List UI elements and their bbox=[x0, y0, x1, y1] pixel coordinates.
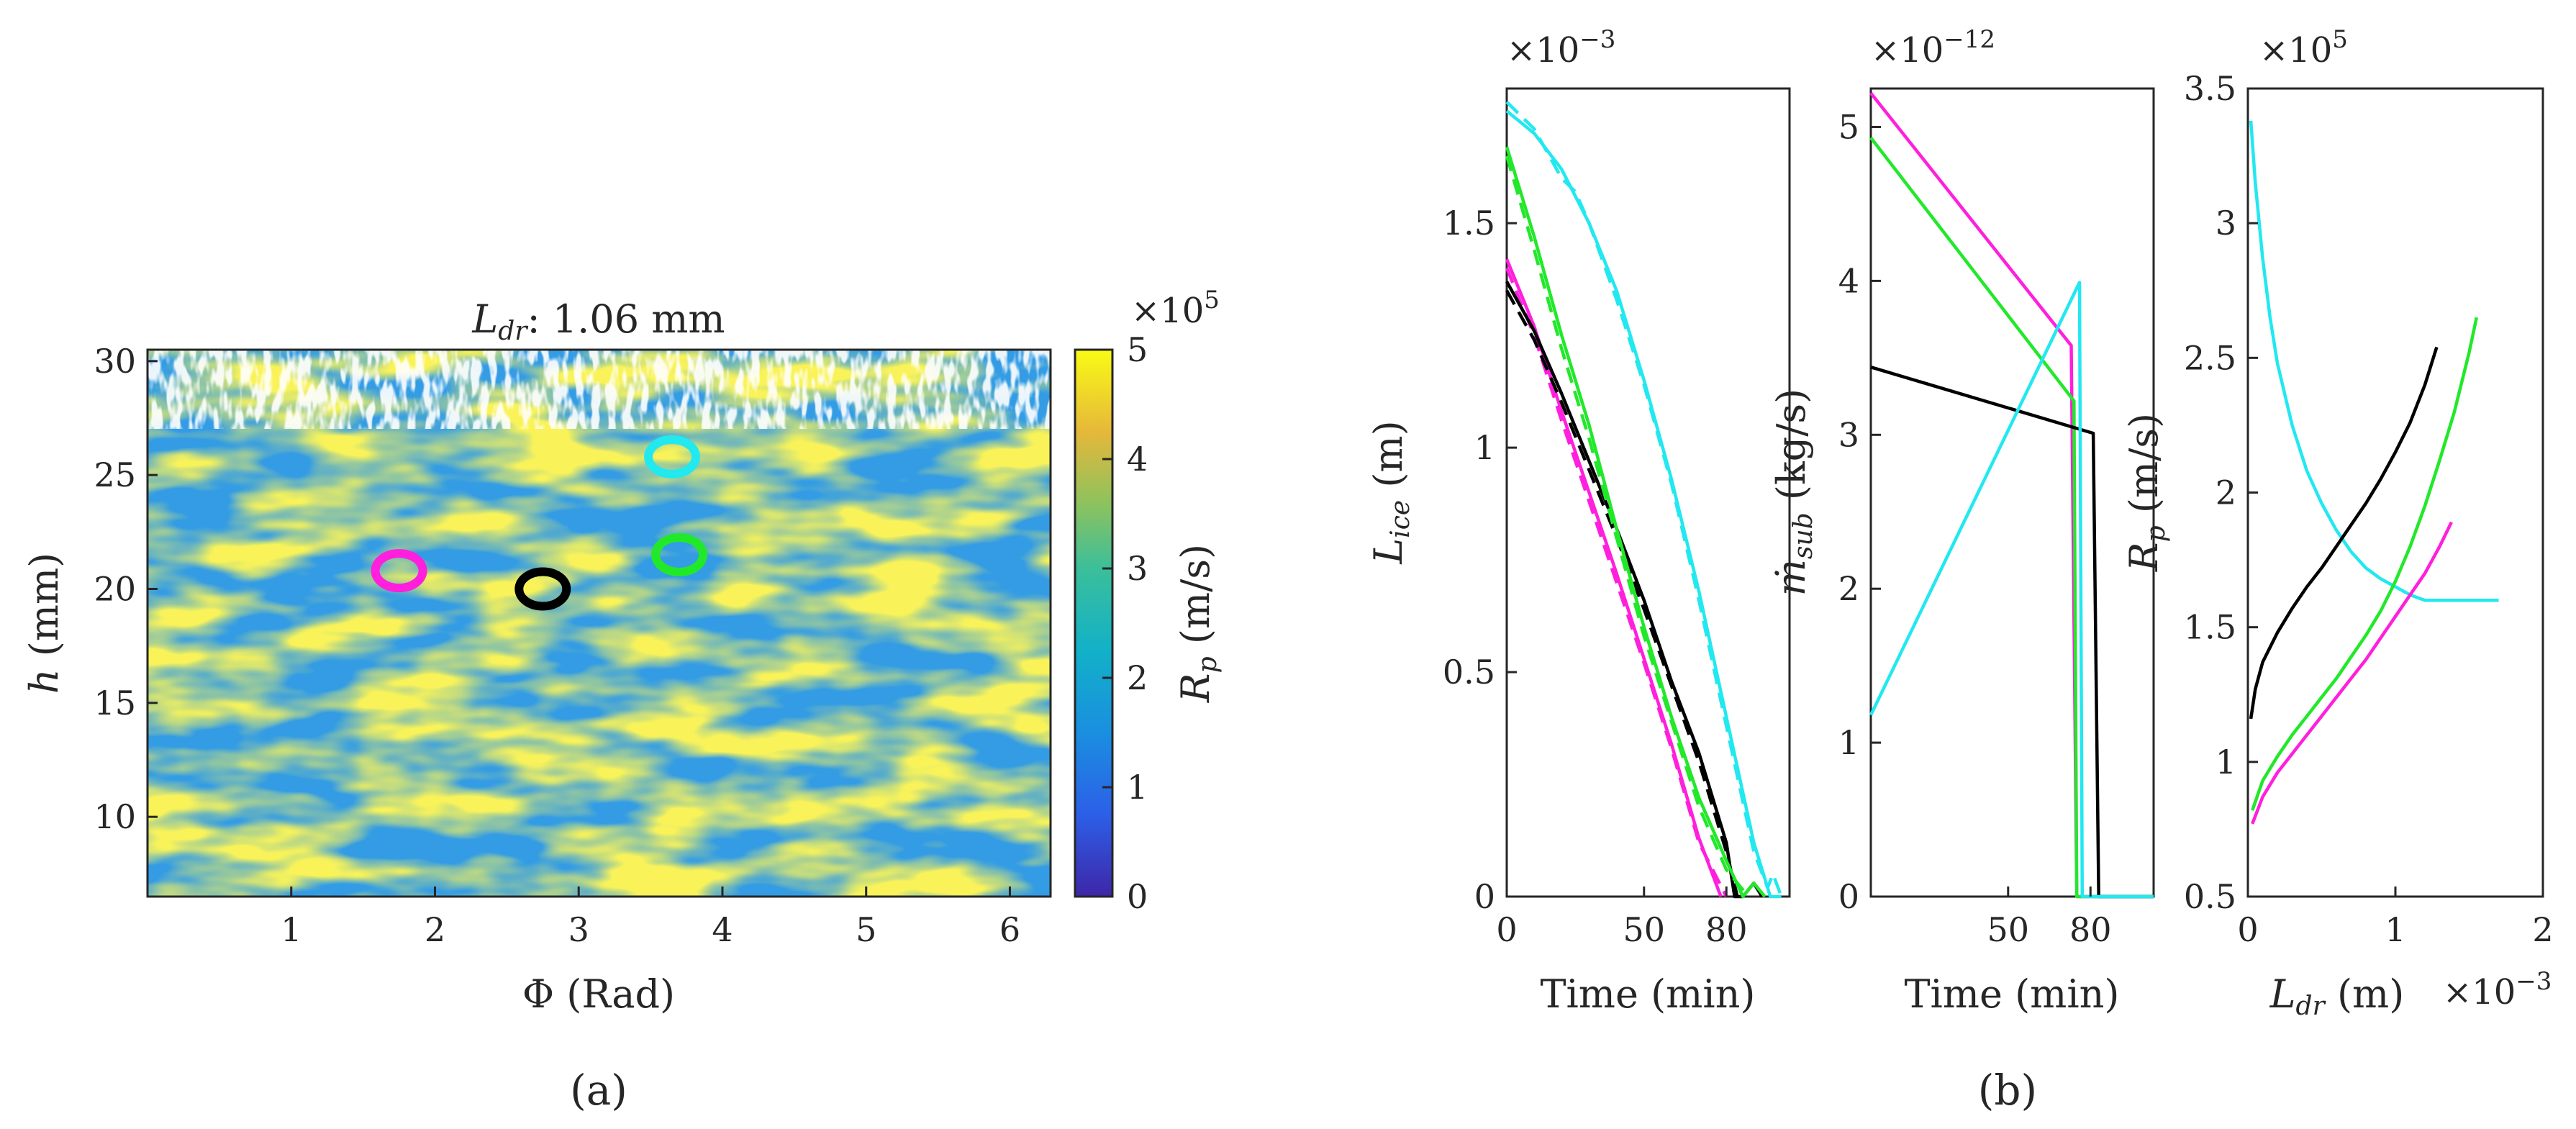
b2-lines bbox=[1869, 92, 2154, 899]
colorbar-frame bbox=[1074, 348, 1114, 898]
x-tick-label: 5 bbox=[856, 910, 876, 949]
y-tick-label: 0 bbox=[1838, 877, 1859, 916]
x-tick-label: 0 bbox=[2237, 910, 2258, 949]
b3-lines bbox=[2249, 120, 2499, 825]
b2-ylabel: ṁsub (kg/s) bbox=[1769, 389, 1818, 596]
heatmap-frame bbox=[146, 348, 1052, 898]
b3-xlabel: Ldr (m) bbox=[2269, 971, 2405, 1021]
marker-cyan bbox=[644, 435, 701, 479]
y-tick-label: 25 bbox=[94, 455, 136, 494]
b1-xlabel: Time (min) bbox=[1540, 971, 1755, 1017]
y-tick-label: 10 bbox=[94, 797, 136, 836]
y-tick-label: 4 bbox=[1838, 261, 1859, 300]
b3-frame bbox=[2246, 87, 2544, 898]
series-green bbox=[2251, 317, 2479, 811]
y-tick-label: 0.5 bbox=[2184, 877, 2236, 916]
series-cyan bbox=[1505, 109, 1782, 899]
b1-multiplier: ×10−3 bbox=[1507, 25, 1615, 71]
y-tick-label: 2 bbox=[2216, 473, 2236, 512]
series-magenta bbox=[2251, 521, 2453, 825]
x-tick-label: 2 bbox=[2532, 910, 2553, 949]
colorbar-tick-label: 3 bbox=[1127, 549, 1148, 588]
y-tick-label: 3 bbox=[1838, 415, 1859, 454]
x-tick-label: 50 bbox=[1623, 910, 1666, 949]
b3-multiplier: ×105 bbox=[2259, 25, 2348, 71]
heatmap-ylabel: h (mm) bbox=[22, 553, 67, 694]
b2-frame bbox=[1869, 87, 2155, 898]
colorbar-ticks: 0 1 2 3 4 5 bbox=[1102, 330, 1148, 916]
x-tick-label: 80 bbox=[1705, 910, 1748, 949]
x-tick-label: 50 bbox=[1987, 910, 2030, 949]
colorbar-label: Rp (m/s) bbox=[1173, 544, 1223, 703]
heatmap-missing-data bbox=[148, 350, 1051, 429]
x-tick-label: 6 bbox=[999, 910, 1020, 949]
marker-black bbox=[514, 567, 571, 611]
series-green bbox=[1505, 146, 1767, 899]
series-black bbox=[2249, 346, 2439, 720]
heatmap-xlabel: Φ (Rad) bbox=[522, 971, 675, 1017]
x-tick-label: 80 bbox=[2069, 910, 2112, 949]
y-tick-label: 0.5 bbox=[1443, 653, 1495, 692]
series-cyan bbox=[2249, 120, 2499, 602]
y-tick-label: 5 bbox=[1838, 107, 1859, 146]
colorbar-tick-label: 0 bbox=[1127, 877, 1148, 916]
y-tick-label: 20 bbox=[94, 570, 136, 609]
line-panel-ice-length: 0 50 80 0 0.5 1 1.5 ×10−3 Time (min) Lice (m) bbox=[1366, 25, 1791, 1017]
x-tick-label: 0 bbox=[1496, 910, 1517, 949]
colorbar bbox=[1075, 350, 1112, 897]
line-panel-sublimation-rate: 50 80 0 1 2 3 4 5 ×10−12 Time (min) ṁsub (kg/s) bbox=[1769, 25, 2155, 1017]
b2-multiplier: ×10−12 bbox=[1871, 25, 1995, 71]
x-tick-label: 1 bbox=[281, 910, 301, 949]
b3-x-multiplier: ×10−3 bbox=[2443, 967, 2552, 1012]
line-panel-resistance: 0 1 2 0.5 1 1.5 2 2.5 3 3.5 ×105 ×10−3 Ldr (m) Rp… bbox=[2121, 25, 2554, 1021]
colorbar-tick-label: 5 bbox=[1127, 330, 1148, 369]
b2-xlabel: Time (min) bbox=[1904, 971, 2119, 1017]
b1-frame bbox=[1505, 87, 1791, 898]
y-tick-label: 0 bbox=[1474, 877, 1495, 916]
y-tick-label: 15 bbox=[94, 684, 136, 722]
heatmap-field bbox=[148, 350, 1051, 897]
heatmap-axes: 1 2 3 4 5 6 10 15 20 25 30 bbox=[94, 342, 1020, 949]
b3-ylabel: Rp (m/s) bbox=[2121, 413, 2171, 572]
x-tick-label: 1 bbox=[2385, 910, 2405, 949]
marker-green bbox=[651, 533, 708, 576]
series-black bbox=[1870, 366, 2154, 899]
series-cyan-dashed bbox=[1505, 101, 1783, 897]
x-tick-label: 3 bbox=[568, 910, 589, 949]
x-tick-label: 2 bbox=[425, 910, 445, 949]
b1-ylabel: Lice (m) bbox=[1366, 420, 1415, 564]
y-tick-label: 1 bbox=[1474, 428, 1495, 467]
heatmap-markers bbox=[371, 435, 708, 611]
colorbar-tick-label: 1 bbox=[1127, 768, 1148, 807]
b2-axes: 50 80 0 1 2 3 4 5 bbox=[1838, 107, 2112, 949]
y-tick-label: 3 bbox=[2216, 204, 2236, 242]
y-tick-label: 3.5 bbox=[2184, 69, 2236, 108]
panel-label-b: (b) bbox=[1978, 1066, 2037, 1115]
y-tick-label: 1.5 bbox=[1443, 204, 1495, 242]
y-tick-label: 2.5 bbox=[2184, 338, 2236, 377]
y-tick-label: 1 bbox=[2216, 743, 2236, 781]
colorbar-tick-label: 4 bbox=[1127, 440, 1148, 479]
y-tick-label: 1 bbox=[1838, 723, 1859, 762]
b3-axes: 0 1 2 0.5 1 1.5 2 2.5 3 3.5 bbox=[2184, 69, 2554, 949]
heatmap-title: Ldr: 1.06 mm bbox=[471, 296, 725, 346]
y-tick-label: 1.5 bbox=[2184, 608, 2236, 647]
y-tick-label: 30 bbox=[94, 342, 136, 381]
y-tick-label: 2 bbox=[1838, 569, 1859, 608]
b1-lines bbox=[1505, 101, 1783, 899]
series-magenta bbox=[1869, 92, 2154, 899]
colorbar-multiplier: ×105 bbox=[1131, 286, 1220, 331]
series-green bbox=[1869, 137, 2154, 899]
b1-axes: 0 50 80 0 0.5 1 1.5 bbox=[1443, 204, 1748, 949]
series-green-dashed bbox=[1505, 155, 1750, 898]
heatmap-hotspots bbox=[148, 350, 1051, 897]
x-tick-label: 4 bbox=[712, 910, 733, 949]
panel-label-a: (a) bbox=[570, 1066, 627, 1115]
marker-magenta bbox=[371, 549, 427, 593]
series-cyan bbox=[1869, 281, 2154, 899]
colorbar-tick-label: 2 bbox=[1127, 658, 1148, 697]
